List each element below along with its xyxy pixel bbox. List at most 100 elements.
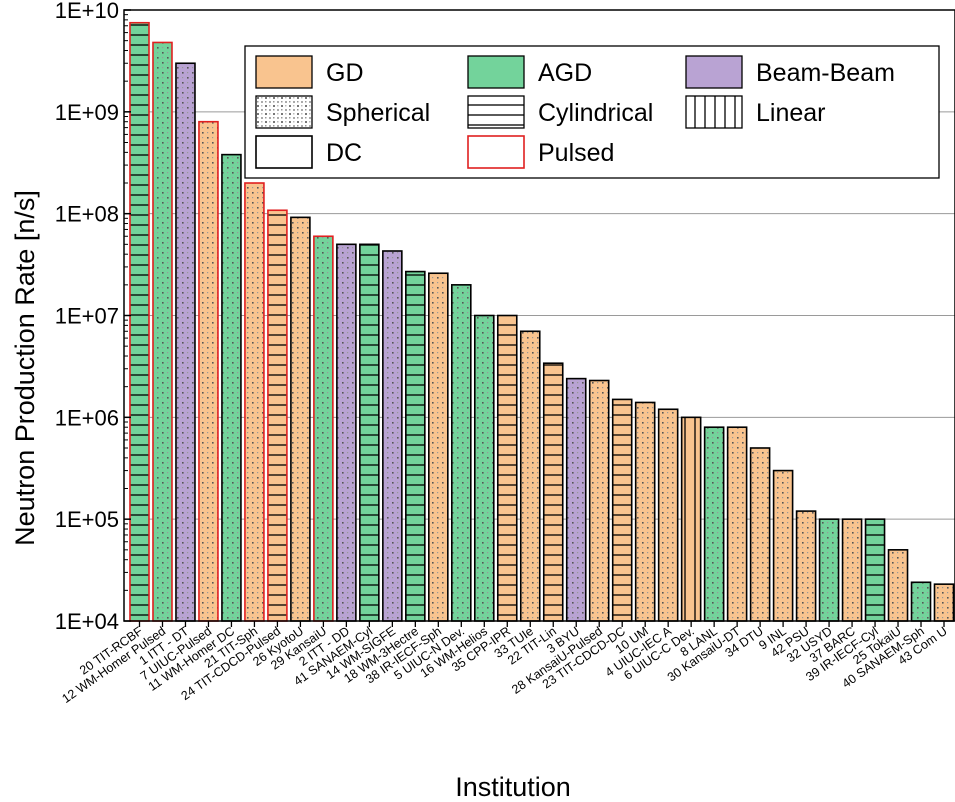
y-tick-label: 1E+07	[55, 304, 119, 329]
bar-pattern	[175, 63, 195, 622]
legend-swatch	[468, 56, 524, 88]
y-tick-label: 1E+10	[55, 0, 119, 23]
legend-swatch-border	[255, 135, 313, 169]
bar	[726, 426, 748, 622]
legend-label: DC	[326, 139, 362, 167]
bar	[152, 41, 173, 622]
y-tick-label: 1E+04	[55, 609, 119, 634]
legend-label: GD	[326, 59, 364, 87]
bar	[611, 398, 633, 622]
bar-pattern	[865, 519, 885, 621]
bar-pattern	[290, 217, 310, 621]
legend-label: AGD	[538, 59, 592, 87]
legend-entry: Beam-Beam	[685, 55, 895, 89]
legend-label: Spherical	[326, 99, 430, 127]
bar-pattern	[704, 427, 724, 621]
bar	[910, 581, 932, 622]
bar	[795, 510, 817, 622]
bar-pattern	[681, 417, 701, 621]
bar-pattern	[773, 470, 793, 621]
bar-pattern	[451, 284, 471, 621]
bar	[703, 426, 725, 622]
bar-pattern	[221, 154, 241, 621]
bar	[680, 416, 702, 622]
y-tick-label: 1E+08	[55, 202, 119, 227]
bar-pattern	[497, 315, 517, 621]
bar	[542, 362, 564, 622]
legend-swatch	[256, 136, 312, 168]
bar-pattern	[198, 121, 218, 622]
bar-pattern	[727, 427, 747, 621]
x-axis-title: Institution	[455, 772, 571, 802]
bar	[221, 153, 242, 622]
bar-pattern	[359, 244, 379, 622]
bar	[129, 21, 150, 622]
bar	[175, 62, 196, 622]
bar	[565, 377, 587, 622]
bar	[473, 314, 495, 622]
legend-swatch-border	[255, 95, 313, 129]
legend-entry: AGD	[467, 55, 592, 89]
y-tick-label: 1E+05	[55, 507, 119, 532]
bar-pattern	[934, 584, 954, 621]
bar	[450, 284, 472, 622]
bar	[428, 272, 449, 622]
bar-pattern	[566, 378, 586, 621]
bar-pattern	[382, 250, 402, 621]
bar	[818, 518, 840, 622]
bars	[129, 21, 955, 622]
bar	[198, 120, 219, 622]
legend-label: Pulsed	[538, 139, 614, 167]
bar-pattern	[658, 409, 678, 621]
legend-swatch-border	[685, 95, 743, 129]
legend-swatch	[468, 136, 524, 168]
bar	[657, 408, 679, 622]
legend-entry: Spherical	[255, 95, 430, 129]
bar	[267, 209, 288, 622]
legend-swatch-border	[467, 95, 525, 129]
bar-pattern	[750, 447, 770, 621]
bar-pattern	[428, 273, 448, 621]
bar	[588, 379, 610, 622]
legend-entry: Linear	[685, 95, 826, 129]
legend-label: Beam-Beam	[756, 59, 895, 87]
bar	[772, 469, 794, 622]
bar-pattern	[635, 402, 655, 621]
legend-entry: DC	[255, 135, 362, 169]
bar	[496, 314, 518, 622]
bar	[382, 250, 403, 622]
legend-label: Linear	[756, 99, 826, 127]
bar-pattern	[244, 183, 264, 621]
bar-pattern	[152, 42, 172, 621]
bar	[887, 549, 909, 622]
bar	[749, 447, 771, 622]
bar-pattern	[405, 271, 425, 621]
bar	[841, 518, 863, 622]
legend: GD AGD Beam-Beam Spherical Cylindrical Linear…	[244, 45, 940, 179]
bar-pattern	[267, 210, 287, 622]
bar	[336, 243, 357, 622]
bar	[405, 270, 426, 622]
bar-pattern	[543, 363, 563, 621]
legend-swatch-pattern	[686, 96, 742, 128]
legend-label: Cylindrical	[538, 99, 653, 127]
y-axis-title: Neutron Production Rate [n/s]	[10, 190, 40, 546]
bar-pattern	[888, 549, 908, 621]
bar	[864, 518, 886, 622]
y-tick-label: 1E+09	[55, 100, 119, 125]
bar-pattern	[336, 244, 356, 622]
y-tick-label: 1E+06	[55, 405, 119, 430]
bar-pattern	[796, 511, 816, 621]
bar-pattern	[520, 331, 540, 621]
legend-swatch-border	[467, 135, 525, 169]
legend-entry: Pulsed	[467, 135, 614, 169]
bar	[519, 330, 541, 622]
legend-swatch	[686, 56, 742, 88]
bar-pattern	[474, 315, 494, 621]
bar-pattern	[612, 399, 632, 621]
legend-swatch-pattern	[468, 96, 524, 128]
legend-swatch	[256, 56, 312, 88]
legend-swatch-border	[467, 55, 525, 89]
